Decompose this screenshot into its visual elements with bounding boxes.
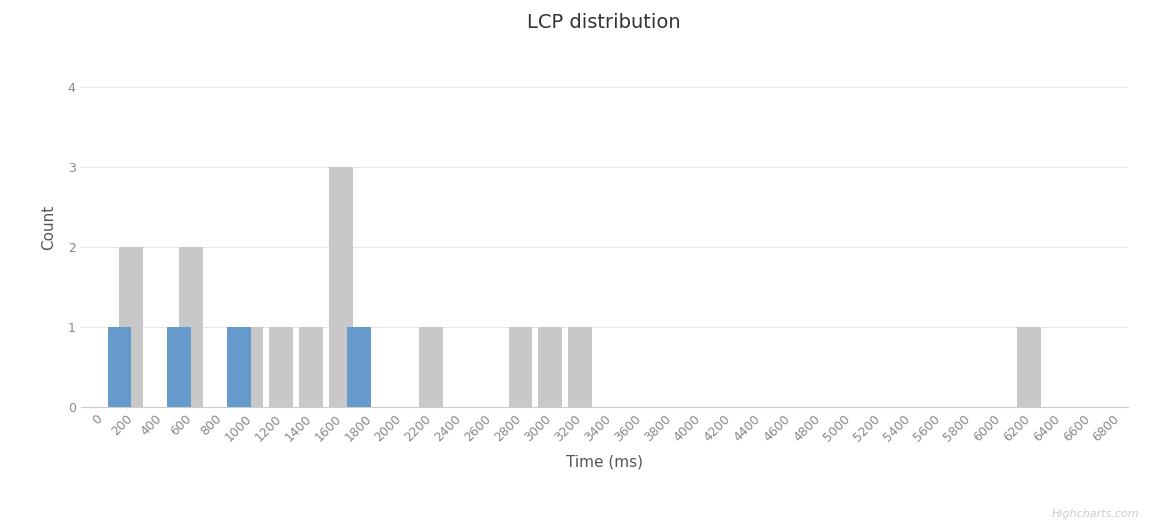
Bar [180,247,204,407]
Title: LCP distribution: LCP distribution [527,13,681,31]
Bar [120,247,144,407]
Bar [269,327,294,407]
Bar [346,327,371,407]
Bar [239,327,264,407]
Bar [539,327,563,407]
Bar [107,327,131,407]
Bar [167,327,191,407]
Bar [1017,327,1042,407]
Bar [569,327,593,407]
Bar [509,327,533,407]
Bar [419,327,443,407]
Y-axis label: Count: Count [41,205,56,250]
Bar [299,327,323,407]
Bar [227,327,251,407]
X-axis label: Time (ms): Time (ms) [566,455,642,470]
Text: Highcharts.com: Highcharts.com [1052,509,1139,519]
Bar [329,167,353,407]
